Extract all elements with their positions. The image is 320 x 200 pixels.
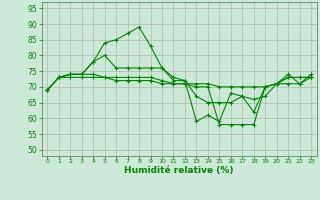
X-axis label: Humidité relative (%): Humidité relative (%) [124,166,234,175]
